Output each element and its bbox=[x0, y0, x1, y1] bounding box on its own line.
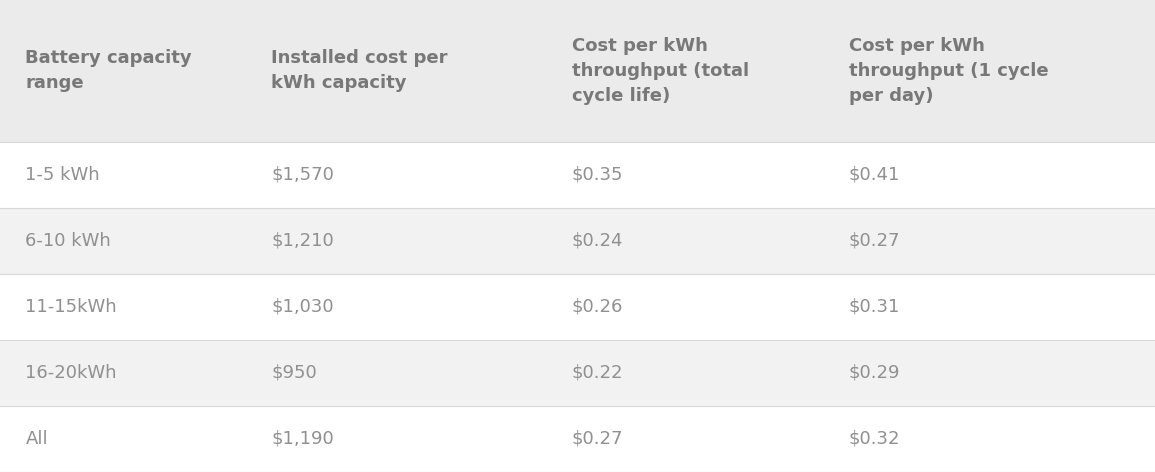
Text: $1,210: $1,210 bbox=[271, 232, 334, 250]
Text: $950: $950 bbox=[271, 364, 318, 382]
Text: $1,190: $1,190 bbox=[271, 430, 334, 448]
Text: $1,570: $1,570 bbox=[271, 166, 334, 184]
Text: $1,030: $1,030 bbox=[271, 298, 334, 316]
Text: 16-20kWh: 16-20kWh bbox=[25, 364, 117, 382]
Text: $0.24: $0.24 bbox=[572, 232, 624, 250]
Bar bbox=[0, 0, 1155, 142]
Text: $0.22: $0.22 bbox=[572, 364, 624, 382]
Text: $0.27: $0.27 bbox=[572, 430, 624, 448]
Text: 6-10 kWh: 6-10 kWh bbox=[25, 232, 111, 250]
Text: $0.41: $0.41 bbox=[849, 166, 900, 184]
Text: $0.26: $0.26 bbox=[572, 298, 623, 316]
Bar bbox=[0, 406, 1155, 472]
Text: $0.32: $0.32 bbox=[849, 430, 901, 448]
Text: 11-15kWh: 11-15kWh bbox=[25, 298, 117, 316]
Text: Battery capacity
range: Battery capacity range bbox=[25, 49, 192, 93]
Text: All: All bbox=[25, 430, 49, 448]
Text: $0.35: $0.35 bbox=[572, 166, 624, 184]
Bar bbox=[0, 340, 1155, 406]
Text: $0.31: $0.31 bbox=[849, 298, 900, 316]
Bar bbox=[0, 142, 1155, 208]
Bar bbox=[0, 208, 1155, 274]
Text: 1-5 kWh: 1-5 kWh bbox=[25, 166, 100, 184]
Bar bbox=[0, 274, 1155, 340]
Text: $0.27: $0.27 bbox=[849, 232, 901, 250]
Text: Installed cost per
kWh capacity: Installed cost per kWh capacity bbox=[271, 49, 448, 93]
Text: Cost per kWh
throughput (total
cycle life): Cost per kWh throughput (total cycle lif… bbox=[572, 37, 748, 105]
Text: Cost per kWh
throughput (1 cycle
per day): Cost per kWh throughput (1 cycle per day… bbox=[849, 37, 1049, 105]
Text: $0.29: $0.29 bbox=[849, 364, 901, 382]
